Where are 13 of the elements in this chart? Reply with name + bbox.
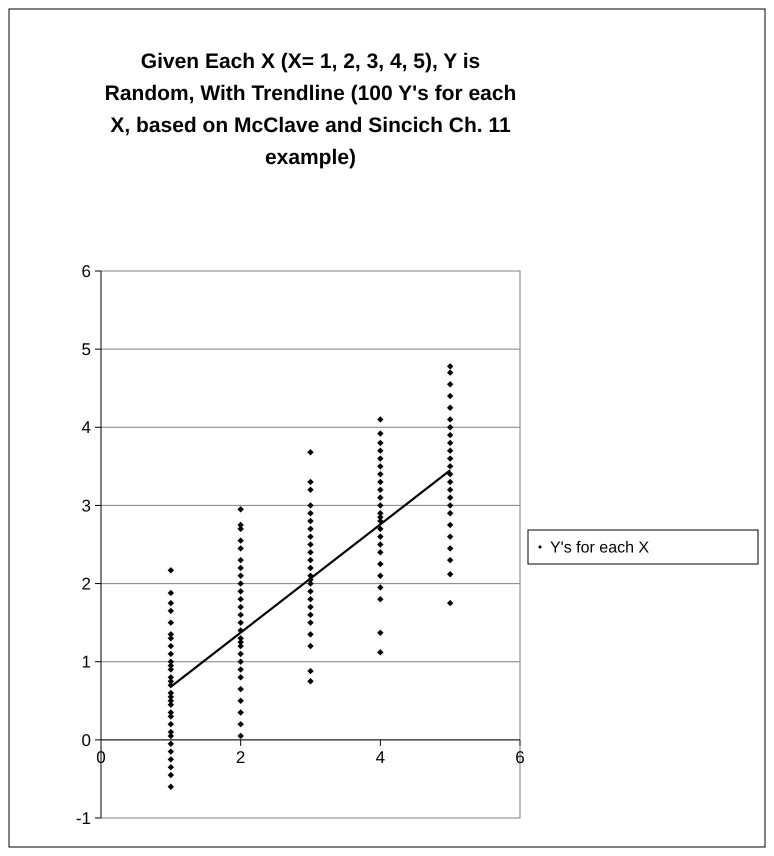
y-tick-label: 3 [82, 496, 91, 516]
y-tick-label: -1 [76, 808, 91, 828]
y-tick-label: 0 [82, 730, 91, 750]
x-tick-label: 4 [376, 748, 386, 767]
y-tick-label: 6 [82, 262, 91, 281]
chart-title: Given Each X (X= 1, 2, 3, 4, 5), Y is Random, With Trendline (100 Y's for each X, based on McClave and Sincich Ch. 11 example) [104, 50, 516, 169]
y-tick-label: 4 [82, 418, 91, 438]
y-tick-label: 1 [82, 652, 91, 672]
legend-label: Y's for each X [550, 540, 650, 557]
x-tick-label: 2 [236, 748, 246, 767]
y-tick-label: 2 [82, 574, 91, 594]
y-tick-label: 5 [82, 340, 91, 360]
x-tick-label: 6 [515, 748, 525, 767]
